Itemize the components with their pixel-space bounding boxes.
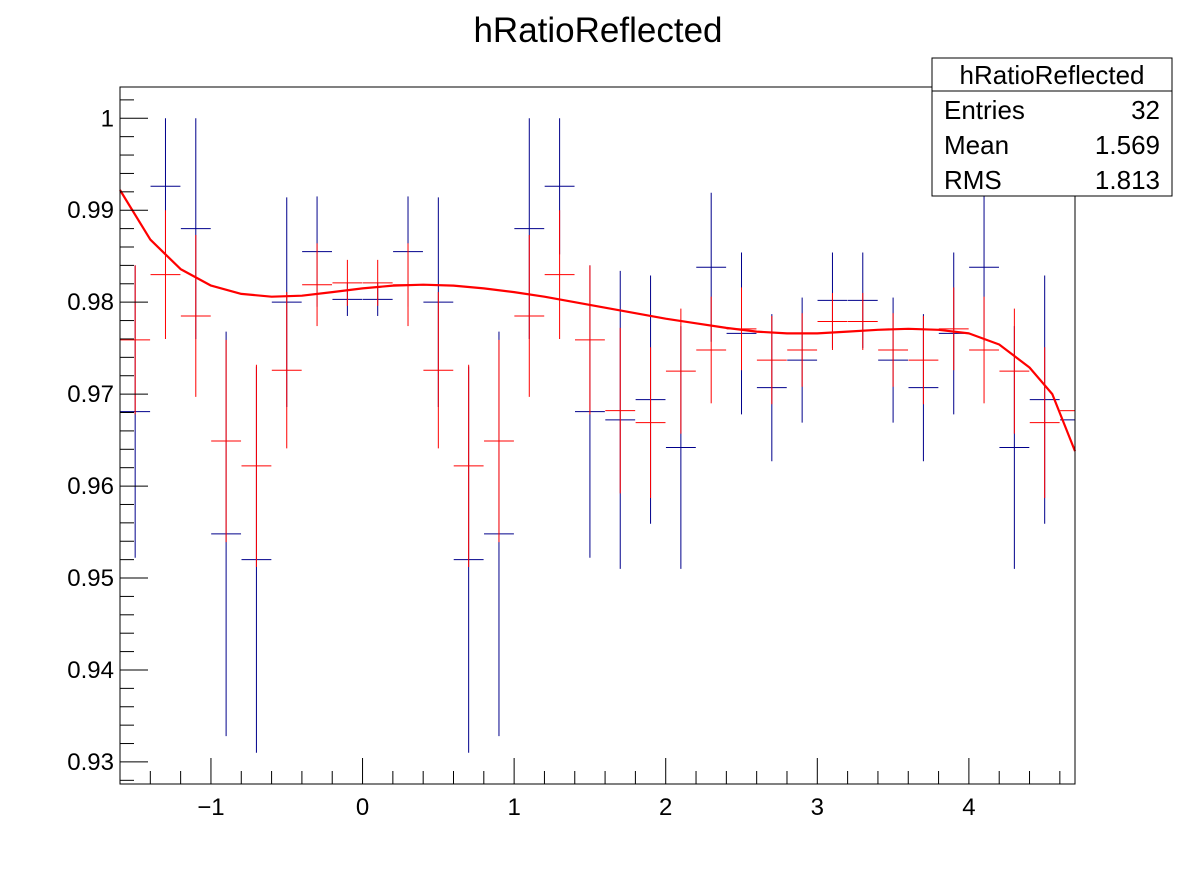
data-point	[332, 259, 363, 306]
data-point	[756, 315, 787, 405]
data-point	[817, 292, 848, 350]
y-tick-label: 0.93	[67, 749, 114, 776]
stats-rms-label: RMS	[944, 165, 1002, 195]
x-tick-label: −1	[197, 794, 224, 821]
y-tick-label: 0.99	[67, 197, 114, 224]
data-point	[150, 210, 181, 339]
data-point	[120, 265, 151, 415]
data-point	[938, 287, 969, 371]
data-point	[423, 292, 454, 449]
data-point	[514, 235, 545, 397]
data-point	[635, 347, 666, 499]
data-point	[574, 265, 605, 415]
x-tick-label: 4	[962, 794, 975, 821]
data-point	[605, 327, 636, 494]
data-point	[999, 308, 1030, 434]
data-point	[696, 296, 727, 404]
data-point	[908, 315, 939, 405]
stats-entries-label: Entries	[944, 95, 1025, 125]
x-tick-label: 3	[811, 794, 824, 821]
x-tick-label: 1	[507, 794, 520, 821]
y-tick-label: 0.94	[67, 657, 114, 684]
y-tick-label: 0.95	[67, 565, 114, 592]
y-tick-label: 1	[101, 105, 114, 132]
data-point	[302, 243, 332, 327]
stats-rms-value: 1.813	[1095, 165, 1160, 195]
data-point	[969, 296, 999, 404]
plot-frame	[119, 86, 1076, 785]
stats-box-title: hRatioReflected	[960, 60, 1145, 90]
data-point	[787, 313, 818, 387]
data-point	[665, 308, 696, 434]
x-tick-label: 0	[356, 794, 369, 821]
stats-box-frame	[931, 57, 1173, 197]
axes: 0.93 0.94 0.95 0.96 0.97 0.98 0.99 1 −1 0 1 2 3 4	[67, 99, 1061, 821]
x-tick-label: 2	[659, 794, 672, 821]
data-point	[211, 339, 242, 543]
stats-mean-label: Mean	[944, 130, 1009, 160]
data-point	[847, 292, 878, 350]
data-point	[362, 259, 393, 306]
chart-title: hRatioReflected	[473, 11, 722, 50]
data-point	[180, 235, 211, 397]
data-point	[271, 292, 302, 449]
data-point	[544, 210, 575, 339]
fit-curve	[119, 189, 1077, 452]
data-point	[1029, 347, 1060, 499]
data-point	[484, 339, 514, 543]
data-point	[453, 364, 484, 567]
stats-entries-value: 32	[1131, 95, 1160, 125]
data-point	[241, 364, 272, 567]
series-1	[120, 210, 1076, 567]
stats-box: hRatioReflected Entries 32 Mean 1.569 RM…	[931, 57, 1173, 197]
plot-data	[119, 118, 1077, 753]
stats-mean-value: 1.569	[1095, 130, 1160, 160]
y-tick-label: 0.98	[67, 289, 114, 316]
y-tick-label: 0.96	[67, 473, 114, 500]
y-tick-label: 0.97	[67, 381, 114, 408]
data-point	[878, 313, 909, 387]
